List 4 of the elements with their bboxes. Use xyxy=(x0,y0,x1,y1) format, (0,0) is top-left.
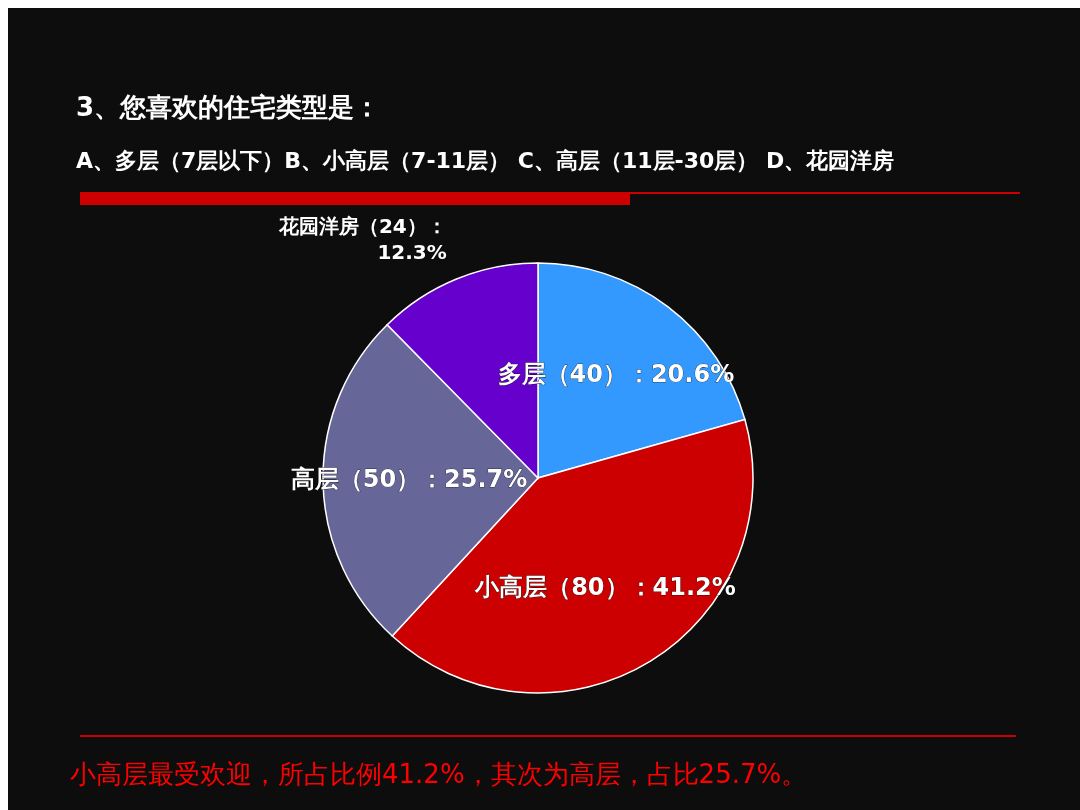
chart-subtitle: A、多层（7层以下）B、小高层（7-11层） C、高层（11层-30层） D、花园洋房 xyxy=(76,148,895,173)
slice-label: 花园洋房（24）：12.3% xyxy=(277,214,447,265)
text: 小高层最受欢迎，所占比例41.2%，其次为高层，占比25.7%。 xyxy=(70,759,808,789)
chart-title: 3、您喜欢的住宅类型是： xyxy=(76,92,381,122)
